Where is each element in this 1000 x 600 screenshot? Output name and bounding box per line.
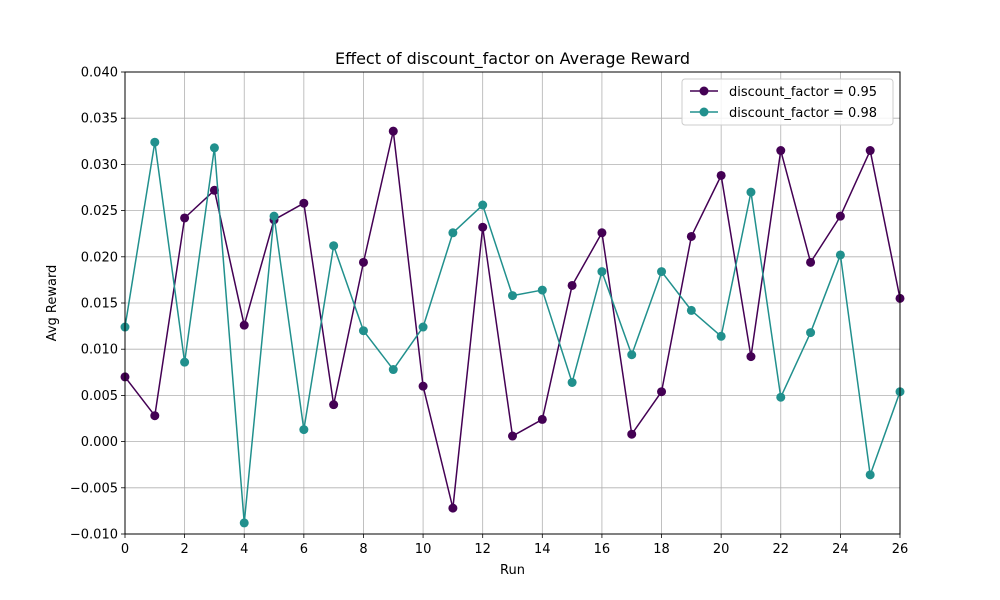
legend-marker-1 [699,107,709,117]
data-point [508,291,517,301]
data-point [478,200,488,210]
y-tick-label: 0.040 [81,66,118,81]
data-point [686,231,696,241]
y-axis: −0.010 −0.005 0.000 0.005 0.010 0.015 0.020 0.0… [70,66,125,543]
x-tick-label: 24 [832,542,849,557]
data-point [776,392,786,402]
data-point [388,365,398,375]
x-tick-label: 10 [415,542,432,557]
series-layer [120,126,905,528]
y-tick-label: 0.020 [81,250,118,265]
y-tick-label: 0.015 [81,297,118,312]
x-tick-label: 14 [534,542,551,557]
y-tick-label: 0.035 [81,112,118,127]
x-tick-label: 22 [772,542,789,557]
legend-label-0: discount_factor = 0.95 [729,85,877,100]
series-1 [120,137,905,528]
data-point [180,357,190,367]
data-point [776,146,786,156]
data-point [835,250,845,260]
data-point [299,425,309,435]
data-point [865,146,875,156]
x-tick-label: 4 [240,542,248,557]
data-point [716,170,726,180]
data-point [150,411,160,421]
data-point [627,429,637,439]
data-point [239,518,249,528]
data-point [627,350,637,360]
data-point [597,267,607,277]
data-point [388,126,398,136]
data-point [299,198,309,208]
data-point [657,267,667,277]
data-point [686,305,696,315]
data-point [358,257,368,267]
legend: discount_factor = 0.95 discount_factor =… [681,78,894,126]
data-point [835,211,845,221]
legend-box [681,78,894,126]
data-point [209,185,219,195]
x-tick-label: 12 [474,542,491,557]
data-point [567,377,577,387]
data-point [448,228,458,238]
x-tick-label: 26 [892,542,909,557]
y-tick-label: 0.010 [81,343,118,358]
data-point [597,228,607,238]
data-point [806,328,816,338]
data-point [746,352,756,362]
x-axis-title: Run [500,563,525,578]
x-tick-label: 16 [594,542,611,557]
y-axis-title: Avg Reward [45,265,60,342]
x-tick-label: 20 [713,542,730,557]
data-point [209,143,219,153]
x-tick-label: 18 [653,542,670,557]
data-point [716,331,726,341]
y-tick-label: −0.005 [70,481,118,496]
y-tick-label: 0.005 [81,389,118,404]
data-point [537,285,547,295]
data-point [537,414,547,424]
y-tick-label: 0.025 [81,204,118,219]
data-point [358,326,368,336]
data-point [657,387,667,397]
data-point [329,400,339,410]
data-point [448,503,458,513]
data-point [418,322,428,332]
y-tick-label: 0.000 [81,435,118,450]
y-tick-label: −0.010 [70,528,118,543]
x-tick-label: 0 [121,542,129,557]
data-point [567,280,577,290]
x-tick-label: 6 [300,542,308,557]
y-tick-label: 0.030 [81,158,118,173]
x-tick-label: 8 [359,542,367,557]
data-point [239,320,249,330]
data-point [865,470,875,480]
legend-label-1: discount_factor = 0.98 [729,106,877,121]
data-point [329,241,339,251]
data-point [180,213,190,223]
chart-title: Effect of discount_factor on Average Rew… [335,49,690,69]
legend-marker-0 [699,86,709,96]
x-tick-label: 2 [180,542,188,557]
data-point [746,187,756,197]
x-axis: 0 2 4 6 8 10 12 14 16 18 20 22 24 26 [121,534,908,557]
data-point [150,137,160,147]
data-point [418,381,428,391]
data-point [508,431,517,441]
data-point [478,222,488,232]
data-point [269,211,279,221]
data-point [806,257,816,267]
